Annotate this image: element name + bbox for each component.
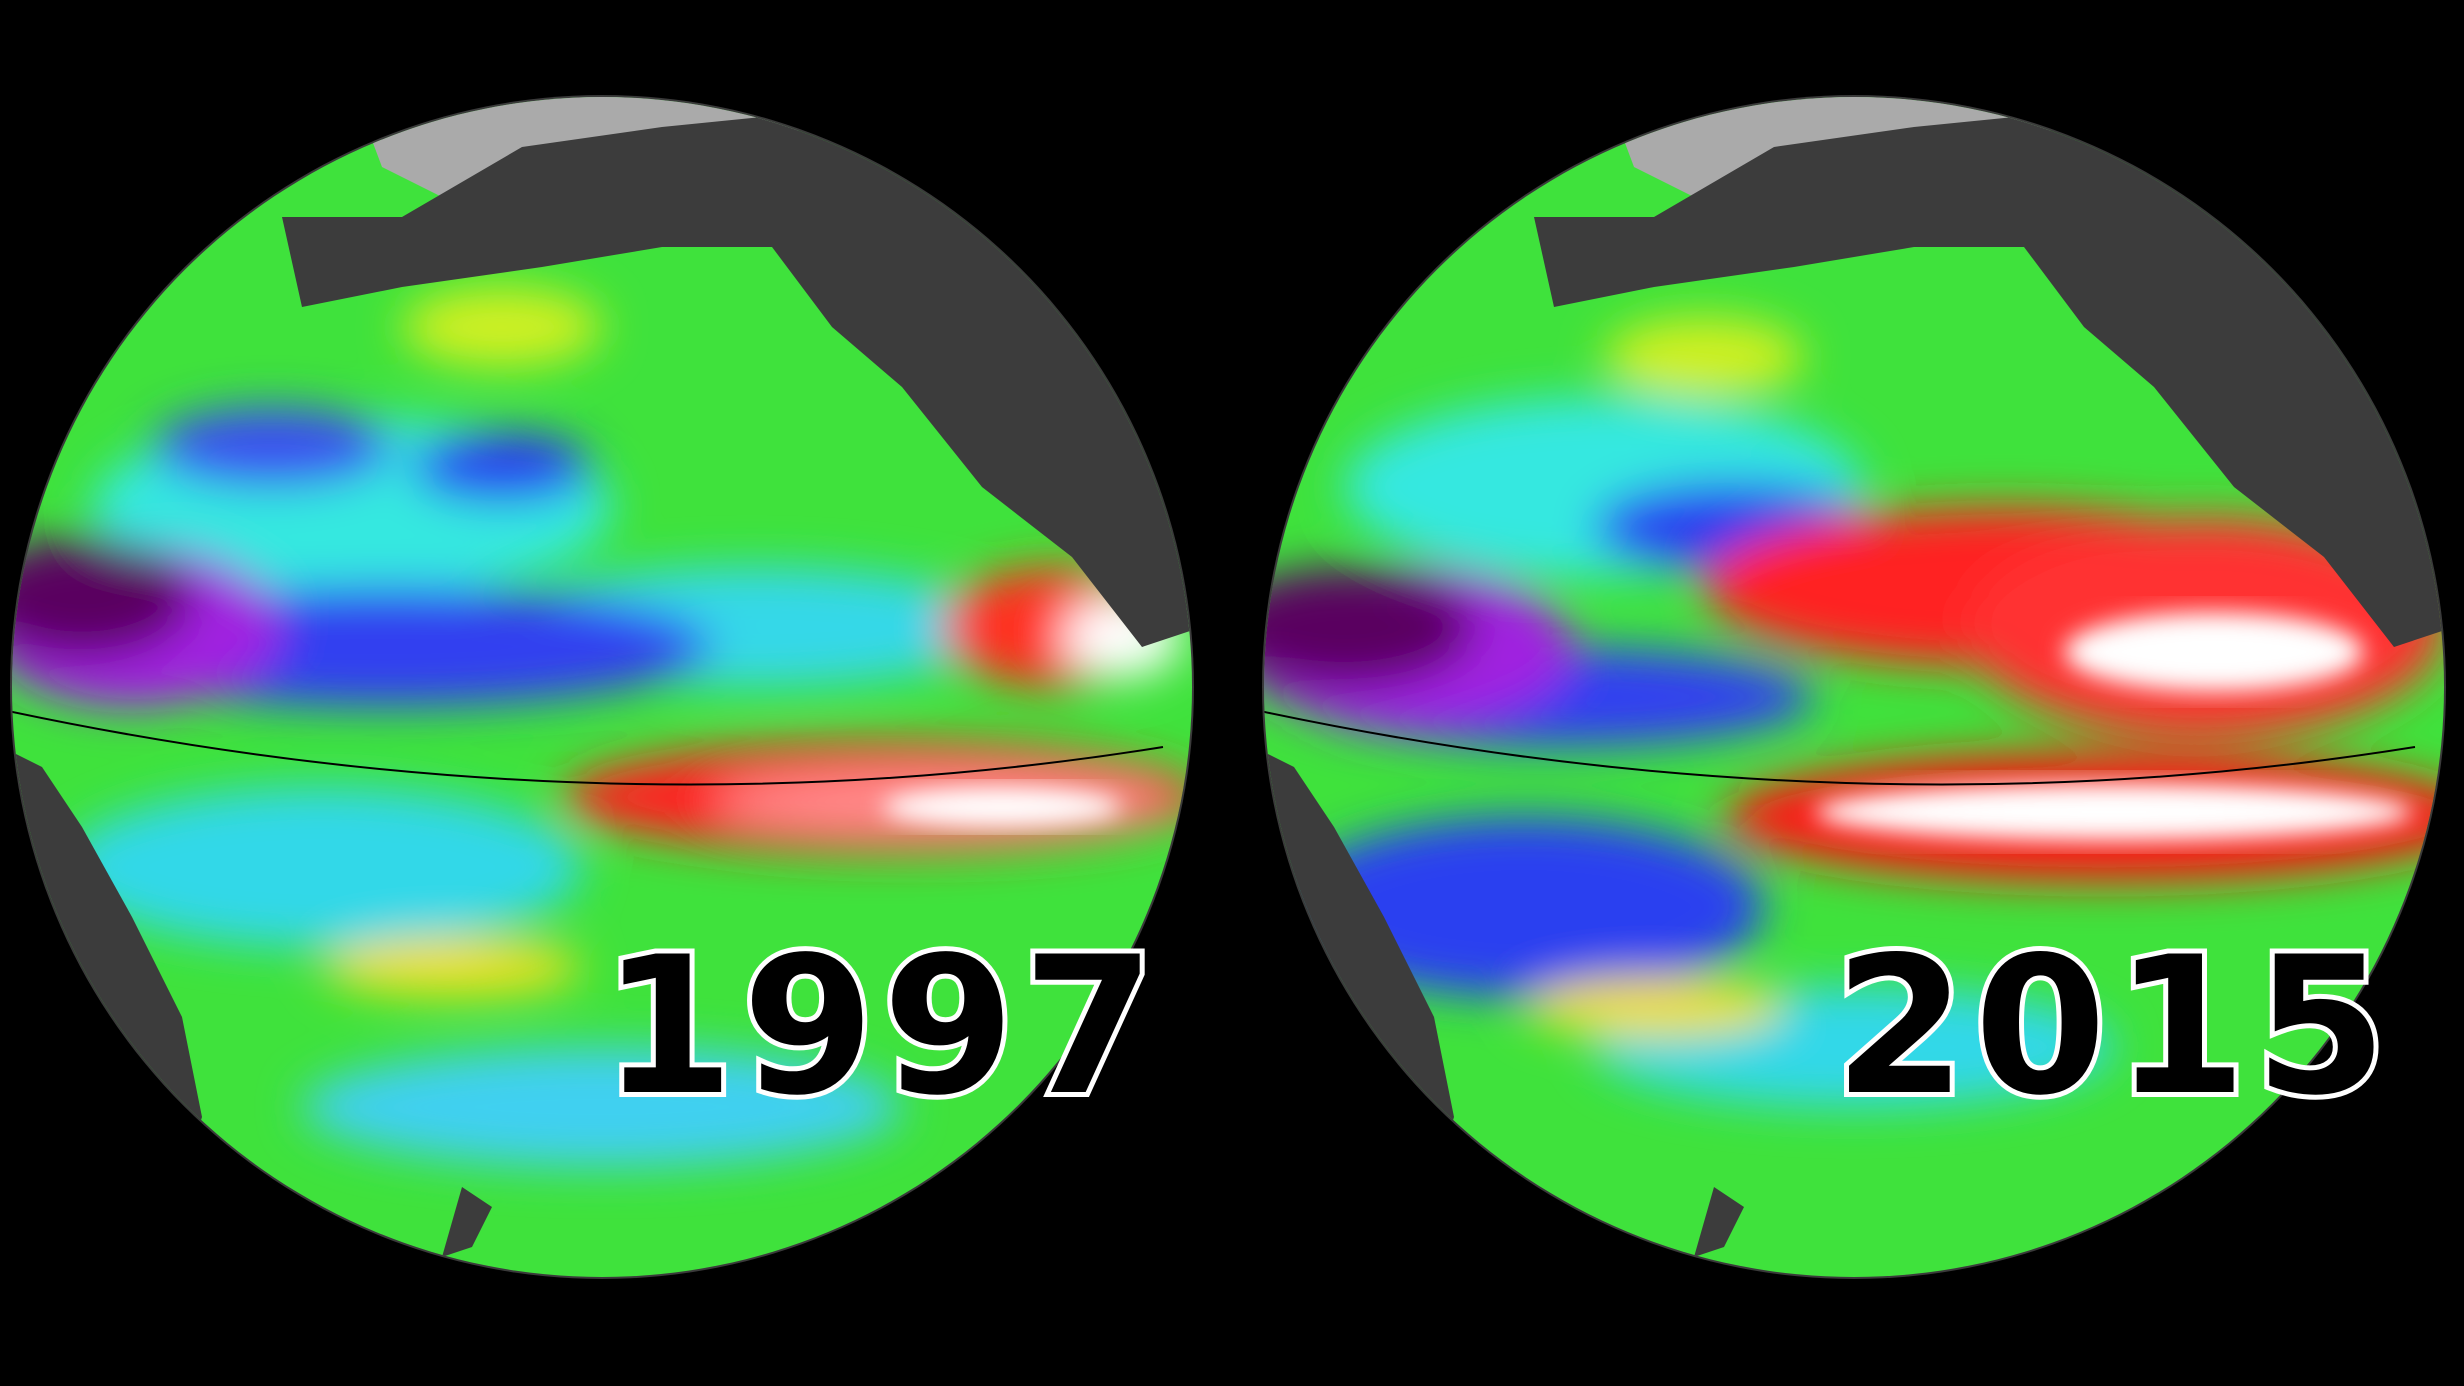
globe-1997: 1997 xyxy=(10,95,1194,1279)
year-label: 2015 xyxy=(1834,916,2395,1137)
year-label: 1997 xyxy=(602,916,1163,1137)
sea-level-map xyxy=(1264,97,2444,1277)
globe-2015: 2015 xyxy=(1262,95,2446,1279)
sea-level-map xyxy=(12,97,1192,1277)
